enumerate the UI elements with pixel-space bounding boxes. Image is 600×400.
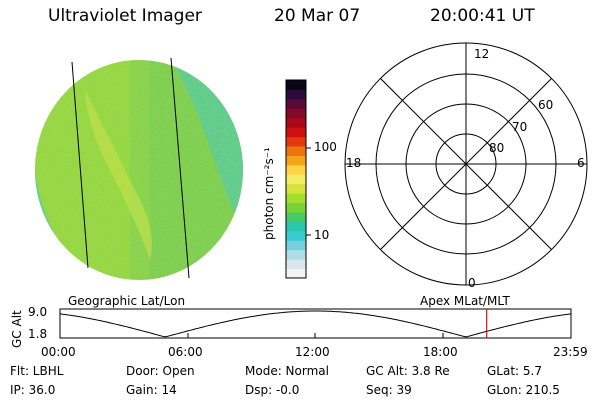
mlt-label-18: 18 — [346, 156, 362, 170]
meridian-line — [170, 57, 190, 279]
mode-info: Mode: Normal — [245, 364, 329, 378]
colorbar-segment — [286, 221, 306, 232]
date-label: 20 Mar 07 — [274, 6, 361, 26]
gain-info: Gain: 14 — [126, 383, 177, 397]
time-tick-0600: 06:00 — [168, 345, 203, 359]
colorbar-segment — [286, 174, 306, 185]
alt-tick-9: 9.0 — [28, 305, 48, 319]
colorbar-segment — [286, 117, 306, 128]
instrument-title: Ultraviolet Imager — [48, 6, 202, 26]
colorbar-tick-marks — [306, 147, 311, 236]
colorbar-tick-100: 100 — [314, 140, 337, 154]
colorbar-segment — [286, 202, 306, 213]
colorbar-segment — [286, 268, 306, 279]
apex-label: Apex MLat/MLT — [420, 294, 510, 308]
colorbar-segment — [286, 212, 306, 222]
mlt-label-6: 6 — [577, 156, 585, 170]
filter-info: Flt: LBHL — [10, 364, 64, 378]
time-label: 20:00:41 UT — [430, 6, 535, 26]
ip-info: IP: 36.0 — [10, 383, 56, 397]
colorbar-segment — [286, 259, 306, 270]
colorbar-segment — [286, 249, 306, 260]
colorbar-segment — [286, 230, 306, 241]
altitude-curve — [59, 310, 572, 338]
meridian-line — [71, 61, 89, 269]
alt-tick-1-8: 1.8 — [28, 327, 48, 341]
colorbar-tick-10: 10 — [314, 228, 330, 242]
colorbar-segment — [286, 80, 306, 90]
time-tick-1800: 18:00 — [423, 345, 458, 359]
colorbar-segment — [286, 108, 306, 119]
lat-label-80: 80 — [489, 141, 505, 155]
colorbar-segment — [286, 240, 306, 251]
color-bar — [285, 79, 307, 279]
colorbar-segment — [286, 127, 306, 138]
lat-label-70: 70 — [512, 120, 528, 134]
colorbar-segment — [286, 193, 306, 204]
colorbar-segment — [286, 89, 306, 100]
gc-alt-info: GC Alt: 3.8 Re — [366, 364, 450, 378]
geographic-label: Geographic Lat/Lon — [68, 294, 186, 308]
glon-info: GLon: 210.5 — [487, 383, 560, 397]
time-tick-2359: 23:59 — [553, 345, 588, 359]
door-info: Door: Open — [126, 364, 195, 378]
colorbar-segment — [286, 183, 306, 194]
colorbar-segment — [286, 98, 306, 109]
colorbar-border — [285, 79, 307, 279]
colorbar-segment — [286, 136, 306, 147]
mlt-label-0: 0 — [468, 276, 476, 290]
colorbar-segment — [286, 146, 306, 156]
seq-info: Seq: 39 — [366, 383, 412, 397]
lat-label-60: 60 — [538, 98, 554, 112]
mlt-label-12: 12 — [474, 47, 490, 61]
colorbar-segment — [286, 164, 306, 175]
colorbar-segment — [286, 155, 306, 166]
time-tick-0000: 00:00 — [41, 345, 76, 359]
dsp-info: Dsp: -0.0 — [245, 383, 300, 397]
time-tick-1200: 12:00 — [295, 345, 330, 359]
glat-info: GLat: 5.7 — [487, 364, 542, 378]
